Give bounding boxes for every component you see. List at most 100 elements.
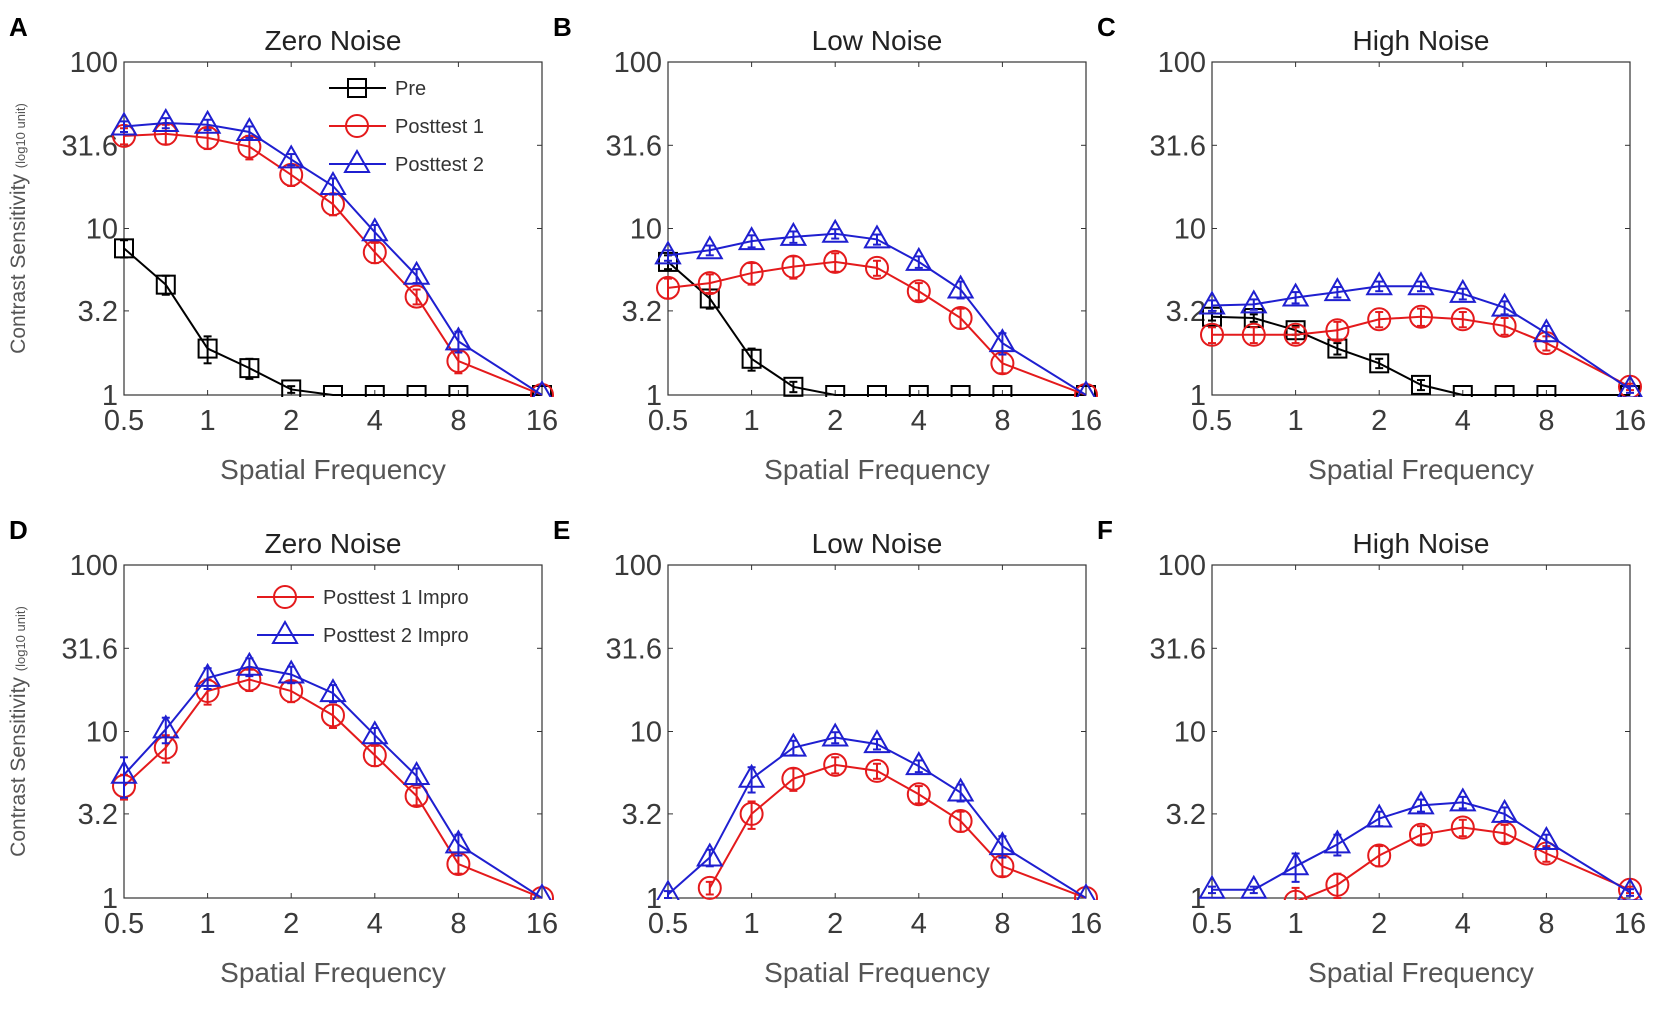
data-point xyxy=(1490,292,1519,317)
series-line xyxy=(667,260,1087,396)
series-pre xyxy=(114,238,552,397)
data-point xyxy=(1408,304,1433,329)
data-point xyxy=(696,235,724,260)
y-tick-label: 3.2 xyxy=(1166,296,1206,328)
data-point xyxy=(988,831,1017,856)
data-point xyxy=(1365,803,1393,828)
x-tick-label: 8 xyxy=(994,908,1010,940)
plot-area xyxy=(123,564,543,899)
x-tick-label: 4 xyxy=(367,405,383,437)
data-point xyxy=(239,358,260,379)
data-point xyxy=(235,651,264,676)
x-tick-label: 4 xyxy=(1455,405,1471,437)
y-tick-label: 100 xyxy=(70,47,118,79)
plot-area xyxy=(1211,61,1631,396)
x-tick-label: 1 xyxy=(200,405,216,437)
series-pre xyxy=(658,251,1096,397)
chart-title: High Noise xyxy=(1353,528,1490,559)
data-point xyxy=(863,729,891,754)
panel-label: F xyxy=(1097,515,1113,545)
y-tick-label: 1 xyxy=(102,883,118,915)
x-tick-label: 1 xyxy=(1288,405,1304,437)
data-point xyxy=(277,659,305,684)
y-tick-label: 1 xyxy=(646,380,662,412)
data-point xyxy=(821,722,849,747)
panel-label: A xyxy=(9,12,28,42)
data-point xyxy=(152,108,180,133)
data-point xyxy=(322,385,343,397)
data-point xyxy=(779,221,808,246)
data-point xyxy=(1617,877,1643,900)
y-tick-label: 31.6 xyxy=(606,130,662,162)
y-tick-label: 3.2 xyxy=(78,799,118,831)
legend-entry: Posttest 2 xyxy=(395,154,484,176)
x-tick-label: 4 xyxy=(367,908,383,940)
y-tick-label: 31.6 xyxy=(62,633,118,665)
data-point xyxy=(906,782,931,807)
x-tick-label: 1 xyxy=(744,908,760,940)
data-point xyxy=(444,829,473,854)
y-tick-label: 1 xyxy=(646,883,662,915)
legend-marker xyxy=(273,585,297,609)
y-tick-label: 10 xyxy=(1174,214,1206,246)
data-point xyxy=(1410,374,1431,395)
data-point xyxy=(1450,307,1475,332)
data-point xyxy=(656,275,680,300)
x-tick-label: 8 xyxy=(450,405,466,437)
y-tick-label: 100 xyxy=(70,550,118,582)
data-layer xyxy=(654,218,1098,397)
x-tick-label: 16 xyxy=(1070,405,1102,437)
data-point xyxy=(1283,889,1308,900)
data-point xyxy=(781,766,806,791)
x-tick-label: 2 xyxy=(1371,908,1387,940)
data-point xyxy=(193,662,222,687)
x-tick-label: 4 xyxy=(911,405,927,437)
data-point xyxy=(1452,385,1473,397)
data-point xyxy=(741,348,762,369)
data-point xyxy=(988,328,1017,353)
panel-label: E xyxy=(553,515,570,545)
x-axis-label: Spatial Frequency xyxy=(764,454,990,485)
x-tick-label: 1 xyxy=(200,908,216,940)
series-posttest-1 xyxy=(112,121,554,397)
data-point xyxy=(1198,290,1226,315)
data-point xyxy=(1365,271,1393,296)
data-point xyxy=(783,376,804,397)
x-tick-label: 8 xyxy=(994,405,1010,437)
chart-title: Low Noise xyxy=(812,25,943,56)
data-point xyxy=(864,255,889,280)
x-axis-label: Spatial Frequency xyxy=(220,454,446,485)
y-tick-label: 1 xyxy=(1190,380,1206,412)
panel-label: C xyxy=(1097,12,1116,42)
legend-entry: Posttest 2 Impro xyxy=(323,625,469,647)
data-point xyxy=(992,385,1013,397)
data-point xyxy=(946,777,975,802)
x-tick-label: 16 xyxy=(526,405,558,437)
data-point xyxy=(696,842,724,867)
series-line xyxy=(1212,315,1631,388)
y-axis-label: Contrast Sensitivity (log10 unit) xyxy=(7,606,30,857)
y-tick-label: 100 xyxy=(1158,47,1206,79)
x-axis-label: Spatial Frequency xyxy=(1308,957,1534,988)
data-point xyxy=(781,254,806,279)
data-point xyxy=(319,678,347,703)
y-tick-label: 31.6 xyxy=(1150,130,1206,162)
series-posttest-1-impro xyxy=(697,752,1098,900)
data-point xyxy=(362,743,387,768)
data-point xyxy=(320,703,345,728)
x-tick-label: 2 xyxy=(827,405,843,437)
series-posttest-2 xyxy=(654,218,1096,397)
data-point xyxy=(319,170,347,195)
data-point xyxy=(110,111,138,136)
data-layer xyxy=(656,722,1098,900)
data-layer xyxy=(1198,787,1643,900)
data-point xyxy=(905,246,933,271)
data-point xyxy=(1323,277,1352,302)
x-tick-label: 0.5 xyxy=(1192,908,1232,940)
data-point xyxy=(697,875,722,900)
data-point xyxy=(1450,815,1475,840)
data-point xyxy=(402,260,431,285)
